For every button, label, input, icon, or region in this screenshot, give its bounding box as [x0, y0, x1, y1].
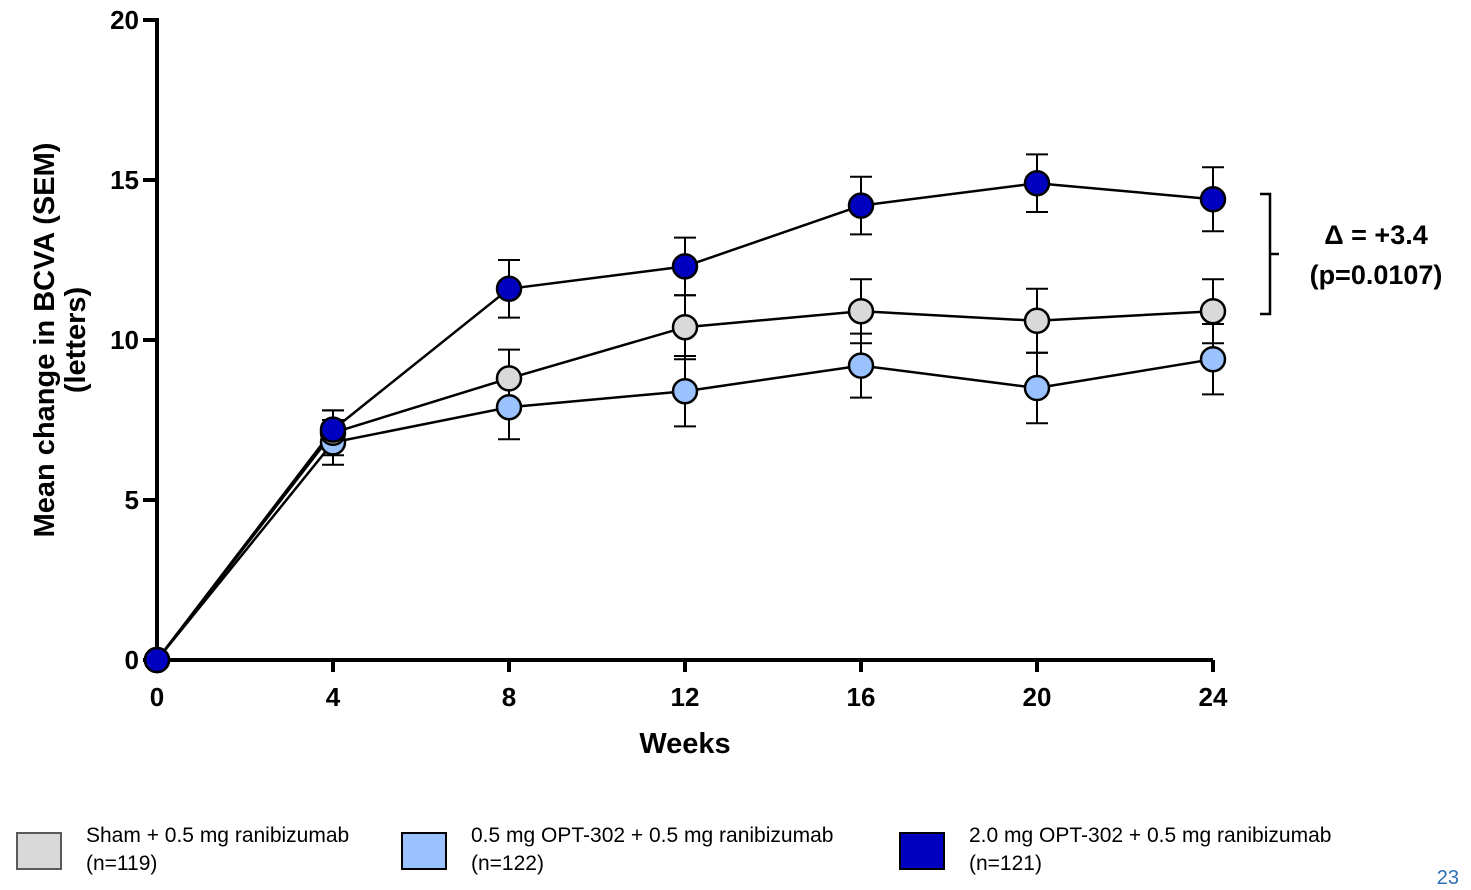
legend-name: 0.5 mg OPT-302 + 0.5 mg ranibizumab [471, 824, 834, 847]
legend: Sham + 0.5 mg ranibizumab (n=119) 0.5 mg… [0, 822, 1471, 889]
delta-p-value: (p=0.0107) [1310, 260, 1443, 290]
series-layer [143, 153, 1227, 674]
y-tick-label: 15 [110, 165, 139, 195]
data-point [319, 416, 347, 443]
x-tick-label: 8 [502, 682, 516, 712]
legend-n: (n=122) [471, 852, 544, 875]
line-chart: 0 5 10 15 20 0 4 8 12 16 20 24 Weeks Mean change in B… [29, 5, 1443, 760]
y-axis-title: Mean change in BCVA (SEM)(letters) [29, 143, 92, 538]
legend-label-opt302-20mg: 2.0 mg OPT-302 + 0.5 mg ranibizumab (n=1… [969, 822, 1331, 878]
y-axis-title-line: Mean change in BCVA (SEM) [29, 143, 61, 538]
data-point [495, 393, 523, 421]
y-tick-label: 20 [110, 5, 139, 35]
x-tick-label: 20 [1023, 682, 1052, 712]
data-point [671, 377, 699, 405]
data-point [847, 192, 875, 219]
data-point [1023, 307, 1051, 335]
y-axis-title-line: (letters) [60, 287, 92, 393]
x-tick-label: 12 [671, 682, 700, 712]
axes: 0 5 10 15 20 0 4 8 12 16 20 24 Weeks Mean change in B… [29, 5, 1228, 760]
page-number: 23 [1436, 867, 1459, 889]
legend-n: (n=121) [969, 852, 1042, 875]
x-axis-title: Weeks [639, 728, 730, 760]
legend-swatch-sham [16, 832, 62, 870]
data-point [1023, 374, 1051, 402]
x-tick-label: 0 [150, 682, 164, 712]
y-tick-label: 0 [125, 645, 139, 675]
data-point [671, 253, 699, 280]
data-point [847, 297, 875, 325]
legend-item-sham: Sham + 0.5 mg ranibizumab (n=119) [16, 822, 349, 878]
delta-value: Δ = +3.4 [1324, 220, 1427, 250]
data-point [1199, 297, 1227, 325]
data-point [143, 646, 171, 674]
data-point [1199, 185, 1227, 213]
y-tick-label: 10 [110, 325, 139, 355]
legend-item-opt302-20mg: 2.0 mg OPT-302 + 0.5 mg ranibizumab (n=1… [899, 822, 1331, 878]
legend-swatch-opt302-05mg [401, 832, 447, 870]
y-tick-label: 5 [125, 485, 139, 515]
legend-swatch-opt302-20mg [899, 832, 945, 870]
legend-item-opt302-05mg: 0.5 mg OPT-302 + 0.5 mg ranibizumab (n=1… [401, 822, 833, 878]
delta-annotation: Δ = +3.4 (p=0.0107) [1260, 192, 1443, 316]
data-point [847, 352, 875, 379]
legend-name: 2.0 mg OPT-302 + 0.5 mg ranibizumab [969, 824, 1332, 847]
data-point [495, 275, 523, 303]
delta-bracket [1260, 192, 1279, 316]
legend-label-opt302-05mg: 0.5 mg OPT-302 + 0.5 mg ranibizumab (n=1… [471, 822, 833, 878]
data-point [495, 365, 523, 392]
x-tick-label: 4 [326, 682, 341, 712]
x-tick-label: 16 [847, 682, 876, 712]
x-tick-label: 24 [1199, 682, 1228, 712]
legend-label-sham: Sham + 0.5 mg ranibizumab (n=119) [86, 822, 349, 878]
legend-name: Sham + 0.5 mg ranibizumab [86, 824, 350, 847]
data-point [671, 313, 699, 341]
legend-n: (n=119) [86, 852, 158, 875]
data-point [1199, 345, 1227, 373]
data-point [1023, 169, 1051, 197]
